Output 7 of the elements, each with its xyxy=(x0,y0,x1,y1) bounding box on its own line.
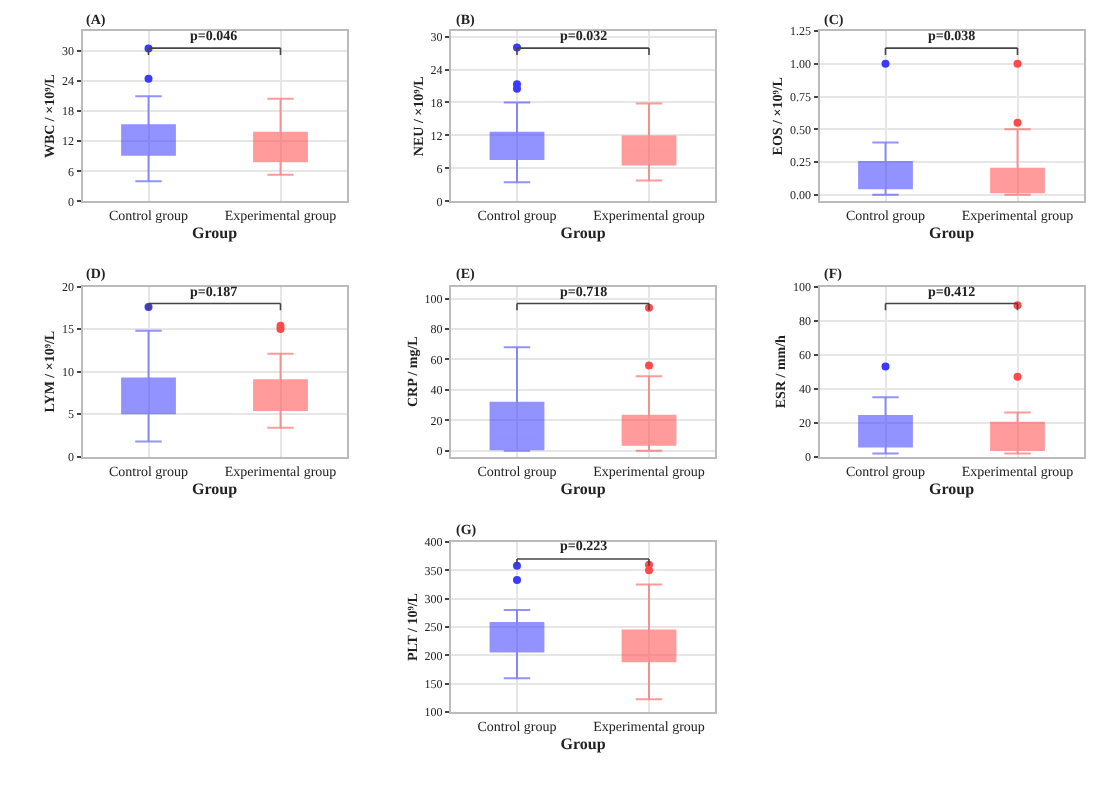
x-axis-title: Group xyxy=(560,735,607,754)
x-axis-title: Group xyxy=(928,224,976,243)
x-axis-title: Group xyxy=(191,479,239,498)
x-axis-title: Group xyxy=(560,479,607,498)
x-axis-title: Group xyxy=(560,224,607,243)
x-axis-title: Group xyxy=(928,479,976,498)
x-axis-title: Group xyxy=(191,224,239,243)
